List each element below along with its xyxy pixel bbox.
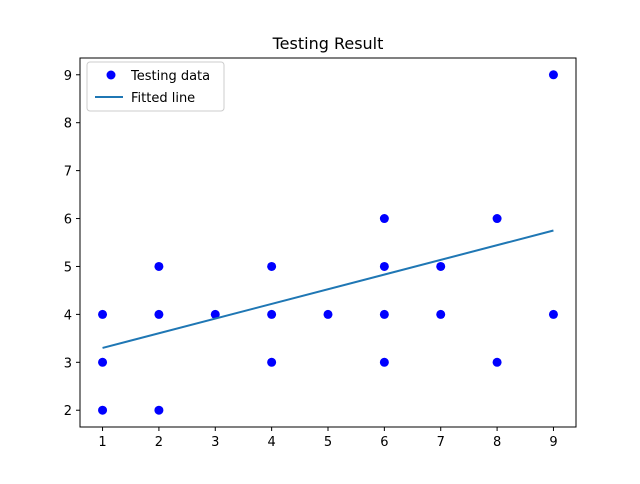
data-point bbox=[379, 261, 389, 271]
data-point bbox=[98, 309, 108, 319]
x-tick-label: 8 bbox=[493, 435, 501, 450]
y-tick-label: 7 bbox=[64, 165, 72, 180]
data-point bbox=[154, 405, 164, 415]
data-point bbox=[492, 214, 502, 224]
data-point bbox=[267, 357, 277, 367]
y-tick-label: 4 bbox=[64, 308, 72, 323]
y-tick-label: 2 bbox=[64, 404, 72, 419]
data-point bbox=[379, 309, 389, 319]
x-tick-label: 2 bbox=[155, 435, 163, 450]
x-tick-label: 7 bbox=[437, 435, 445, 450]
y-tick-label: 5 bbox=[64, 260, 72, 275]
data-point bbox=[98, 405, 108, 415]
data-point bbox=[548, 309, 558, 319]
legend-label-testing-data: Testing data bbox=[130, 69, 210, 84]
data-point bbox=[267, 261, 277, 271]
data-point bbox=[436, 309, 446, 319]
data-point bbox=[379, 357, 389, 367]
legend-label-fitted-line: Fitted line bbox=[131, 91, 195, 106]
legend-marker-testing-data bbox=[106, 70, 116, 80]
data-point bbox=[267, 309, 277, 319]
data-point bbox=[210, 309, 220, 319]
y-tick-label: 3 bbox=[64, 356, 72, 371]
x-tick-label: 1 bbox=[98, 435, 106, 450]
plot-area: 1 2 3 4 5 6 7 8 9 2 3 4 5 6 7 8 9 bbox=[64, 57, 577, 450]
data-point bbox=[436, 261, 446, 271]
data-point bbox=[548, 70, 558, 80]
data-point bbox=[492, 357, 502, 367]
fitted-line bbox=[102, 229, 554, 349]
y-tick-label: 6 bbox=[64, 213, 72, 228]
y-tick-label: 8 bbox=[64, 117, 72, 132]
x-tick-label: 6 bbox=[380, 435, 388, 450]
legend-frame bbox=[86, 61, 225, 112]
x-tick-label: 3 bbox=[211, 435, 219, 450]
chart-title: Testing Result bbox=[272, 34, 384, 53]
x-tick-label: 4 bbox=[267, 435, 275, 450]
data-point bbox=[154, 261, 164, 271]
legend: Testing data Fitted line bbox=[86, 61, 225, 112]
x-tick-label: 5 bbox=[324, 435, 332, 450]
data-point bbox=[154, 309, 164, 319]
y-tick-label: 9 bbox=[64, 69, 72, 84]
data-point bbox=[323, 309, 333, 319]
x-tick-label: 9 bbox=[549, 435, 557, 450]
data-point bbox=[98, 357, 108, 367]
data-point bbox=[379, 214, 389, 224]
